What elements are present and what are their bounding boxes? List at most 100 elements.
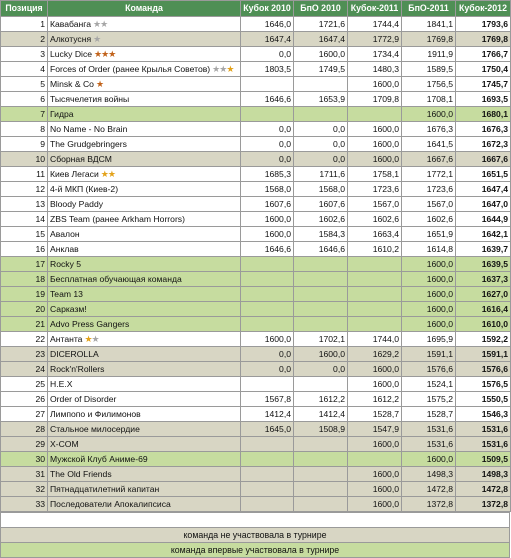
cup-2011-cell [347, 256, 402, 272]
header-team: Команда [47, 0, 241, 17]
table-row: 16 Анклав 1646,6 1646,6 1610,2 1614,8 1639,7 [0, 241, 511, 257]
cup-2012-cell: 1616,4 [455, 301, 511, 317]
team-cell: Бесплатная обучающая команда [47, 271, 241, 287]
team-name: Киев Легаси [50, 168, 99, 179]
position-cell: 29 [0, 436, 48, 452]
cup-2011-cell: 1709,8 [347, 91, 402, 107]
cup-2012-cell: 1509,5 [455, 451, 511, 467]
cup-2012-cell: 1472,8 [455, 481, 511, 497]
team-name: No Name - No Brain [50, 123, 128, 134]
cup-2012-cell: 1676,3 [455, 121, 511, 137]
bpo-2011-cell: 1600,0 [401, 106, 456, 122]
bpo-2010-cell: 0,0 [293, 151, 348, 167]
table-row: 21 Advo Press Gangers 1600,0 1610,0 [0, 316, 511, 332]
cup-2012-cell: 1639,5 [455, 256, 511, 272]
gold-star-icon: ★ [100, 168, 109, 179]
cup-2012-cell: 1693,5 [455, 91, 511, 107]
cup-2012-cell: 1531,6 [455, 436, 511, 452]
bpo-2011-cell: 1723,6 [401, 181, 456, 197]
position-cell: 23 [0, 346, 48, 362]
team-name: Бесплатная обучающая команда [50, 273, 182, 284]
table-row: 11 Киев Легаси ★★ 1685,3 1711,6 1758,1 1772,1 1… [0, 166, 511, 182]
team-name: Minsk & Co [50, 78, 94, 89]
table-row: 31 The Old Friends 1600,0 1498,3 1498,3 [0, 466, 511, 482]
team-cell: DICEROLLA [47, 346, 241, 362]
cup-2012-cell: 1672,3 [455, 136, 511, 152]
team-cell: Авалон [47, 226, 241, 242]
bpo-2011-cell: 1600,0 [401, 316, 456, 332]
bpo-2011-cell: 1841,1 [401, 16, 456, 32]
position-cell: 26 [0, 391, 48, 407]
bpo-2010-cell [293, 316, 348, 332]
cup-2012-cell: 1766,7 [455, 46, 511, 62]
cup-2012-cell: 1639,7 [455, 241, 511, 257]
cup-2011-cell: 1600,0 [347, 436, 402, 452]
cup-2012-cell: 1610,0 [455, 316, 511, 332]
bpo-2010-cell [293, 496, 348, 512]
cup-2010-cell: 1803,5 [240, 61, 294, 77]
position-cell: 33 [0, 496, 48, 512]
header-bpo-2010: БпО 2010 [293, 0, 348, 17]
rating-table: Позиция Команда Кубок 2010 БпО 2010 Кубо… [0, 0, 511, 512]
header-position: Позиция [0, 0, 48, 17]
cup-2011-cell: 1734,4 [347, 46, 402, 62]
position-cell: 9 [0, 136, 48, 152]
cup-2011-cell [347, 316, 402, 332]
team-name: Авалон [50, 228, 80, 239]
position-cell: 1 [0, 16, 48, 32]
cup-2010-cell: 0,0 [240, 346, 294, 362]
table-row: 26 Order of Disorder 1567,8 1612,2 1612,2 157… [0, 391, 511, 407]
cup-2011-cell [347, 106, 402, 122]
table-row: 29 X-COM 1600,0 1531,6 1531,6 [0, 436, 511, 452]
bpo-2011-cell: 1641,5 [401, 136, 456, 152]
cup-2011-cell: 1528,7 [347, 406, 402, 422]
position-cell: 25 [0, 376, 48, 392]
position-cell: 30 [0, 451, 48, 467]
bpo-2010-cell [293, 76, 348, 92]
team-name: Анклав [50, 243, 79, 254]
cup-2011-cell [347, 286, 402, 302]
team-cell: Bloody Paddy [47, 196, 241, 212]
cup-2011-cell: 1600,0 [347, 361, 402, 377]
table-row: 3 Lucky Dice ★★★ 0,0 1600,0 1734,4 1911,9 1766,… [0, 46, 511, 62]
cup-2010-cell [240, 301, 294, 317]
cup-2012-cell: 1680,1 [455, 106, 511, 122]
position-cell: 3 [0, 46, 48, 62]
cup-2011-cell [347, 271, 402, 287]
cup-2010-cell [240, 106, 294, 122]
position-cell: 16 [0, 241, 48, 257]
table-row: 32 Пятнадцатилетний капитан 1600,0 1472,8 14… [0, 481, 511, 497]
team-cell: Сборная ВДСМ [47, 151, 241, 167]
team-name: Сборная ВДСМ [50, 153, 112, 164]
bpo-2010-cell: 0,0 [293, 121, 348, 137]
team-name: X-COM [50, 438, 79, 449]
bpo-2011-cell: 1472,8 [401, 481, 456, 497]
team-cell: ZBS Team (ранее Arkham Horrors) [47, 211, 241, 227]
position-cell: 12 [0, 181, 48, 197]
legend: команда не участвовала в турнире команда… [0, 512, 510, 558]
team-cell: Order of Disorder [47, 391, 241, 407]
team-name: Алкотусня [50, 33, 92, 44]
award-stars: ★★★ [212, 64, 234, 74]
team-name: Гидра [50, 108, 74, 119]
table-row: 1 Кавабанга ★★ 1646,0 1721,6 1744,4 1841,1 1793… [0, 16, 511, 32]
bpo-2010-cell [293, 481, 348, 497]
bpo-2011-cell: 1524,1 [401, 376, 456, 392]
cup-2011-cell: 1600,0 [347, 481, 402, 497]
legend-not-participated: команда не участвовала в турнире [0, 527, 510, 543]
bpo-2011-cell: 1600,0 [401, 271, 456, 287]
cup-2010-cell [240, 496, 294, 512]
team-name: Order of Disorder [50, 393, 117, 404]
award-stars: ★★ [100, 168, 116, 179]
cup-2011-cell: 1629,2 [347, 346, 402, 362]
table-row: 13 Bloody Paddy 1607,6 1607,6 1567,0 1567,0 16… [0, 196, 511, 212]
bpo-2010-cell [293, 286, 348, 302]
team-name: Тысячелетия войны [50, 93, 130, 104]
cup-2011-cell: 1600,0 [347, 136, 402, 152]
team-cell: Стальное милосердие [47, 421, 241, 437]
table-row: 14 ZBS Team (ранее Arkham Horrors) 1600,0 1… [0, 211, 511, 227]
cup-2010-cell: 0,0 [240, 151, 294, 167]
bpo-2010-cell: 1647,4 [293, 31, 348, 47]
team-cell: Сарказм! [47, 301, 241, 317]
position-cell: 11 [0, 166, 48, 182]
